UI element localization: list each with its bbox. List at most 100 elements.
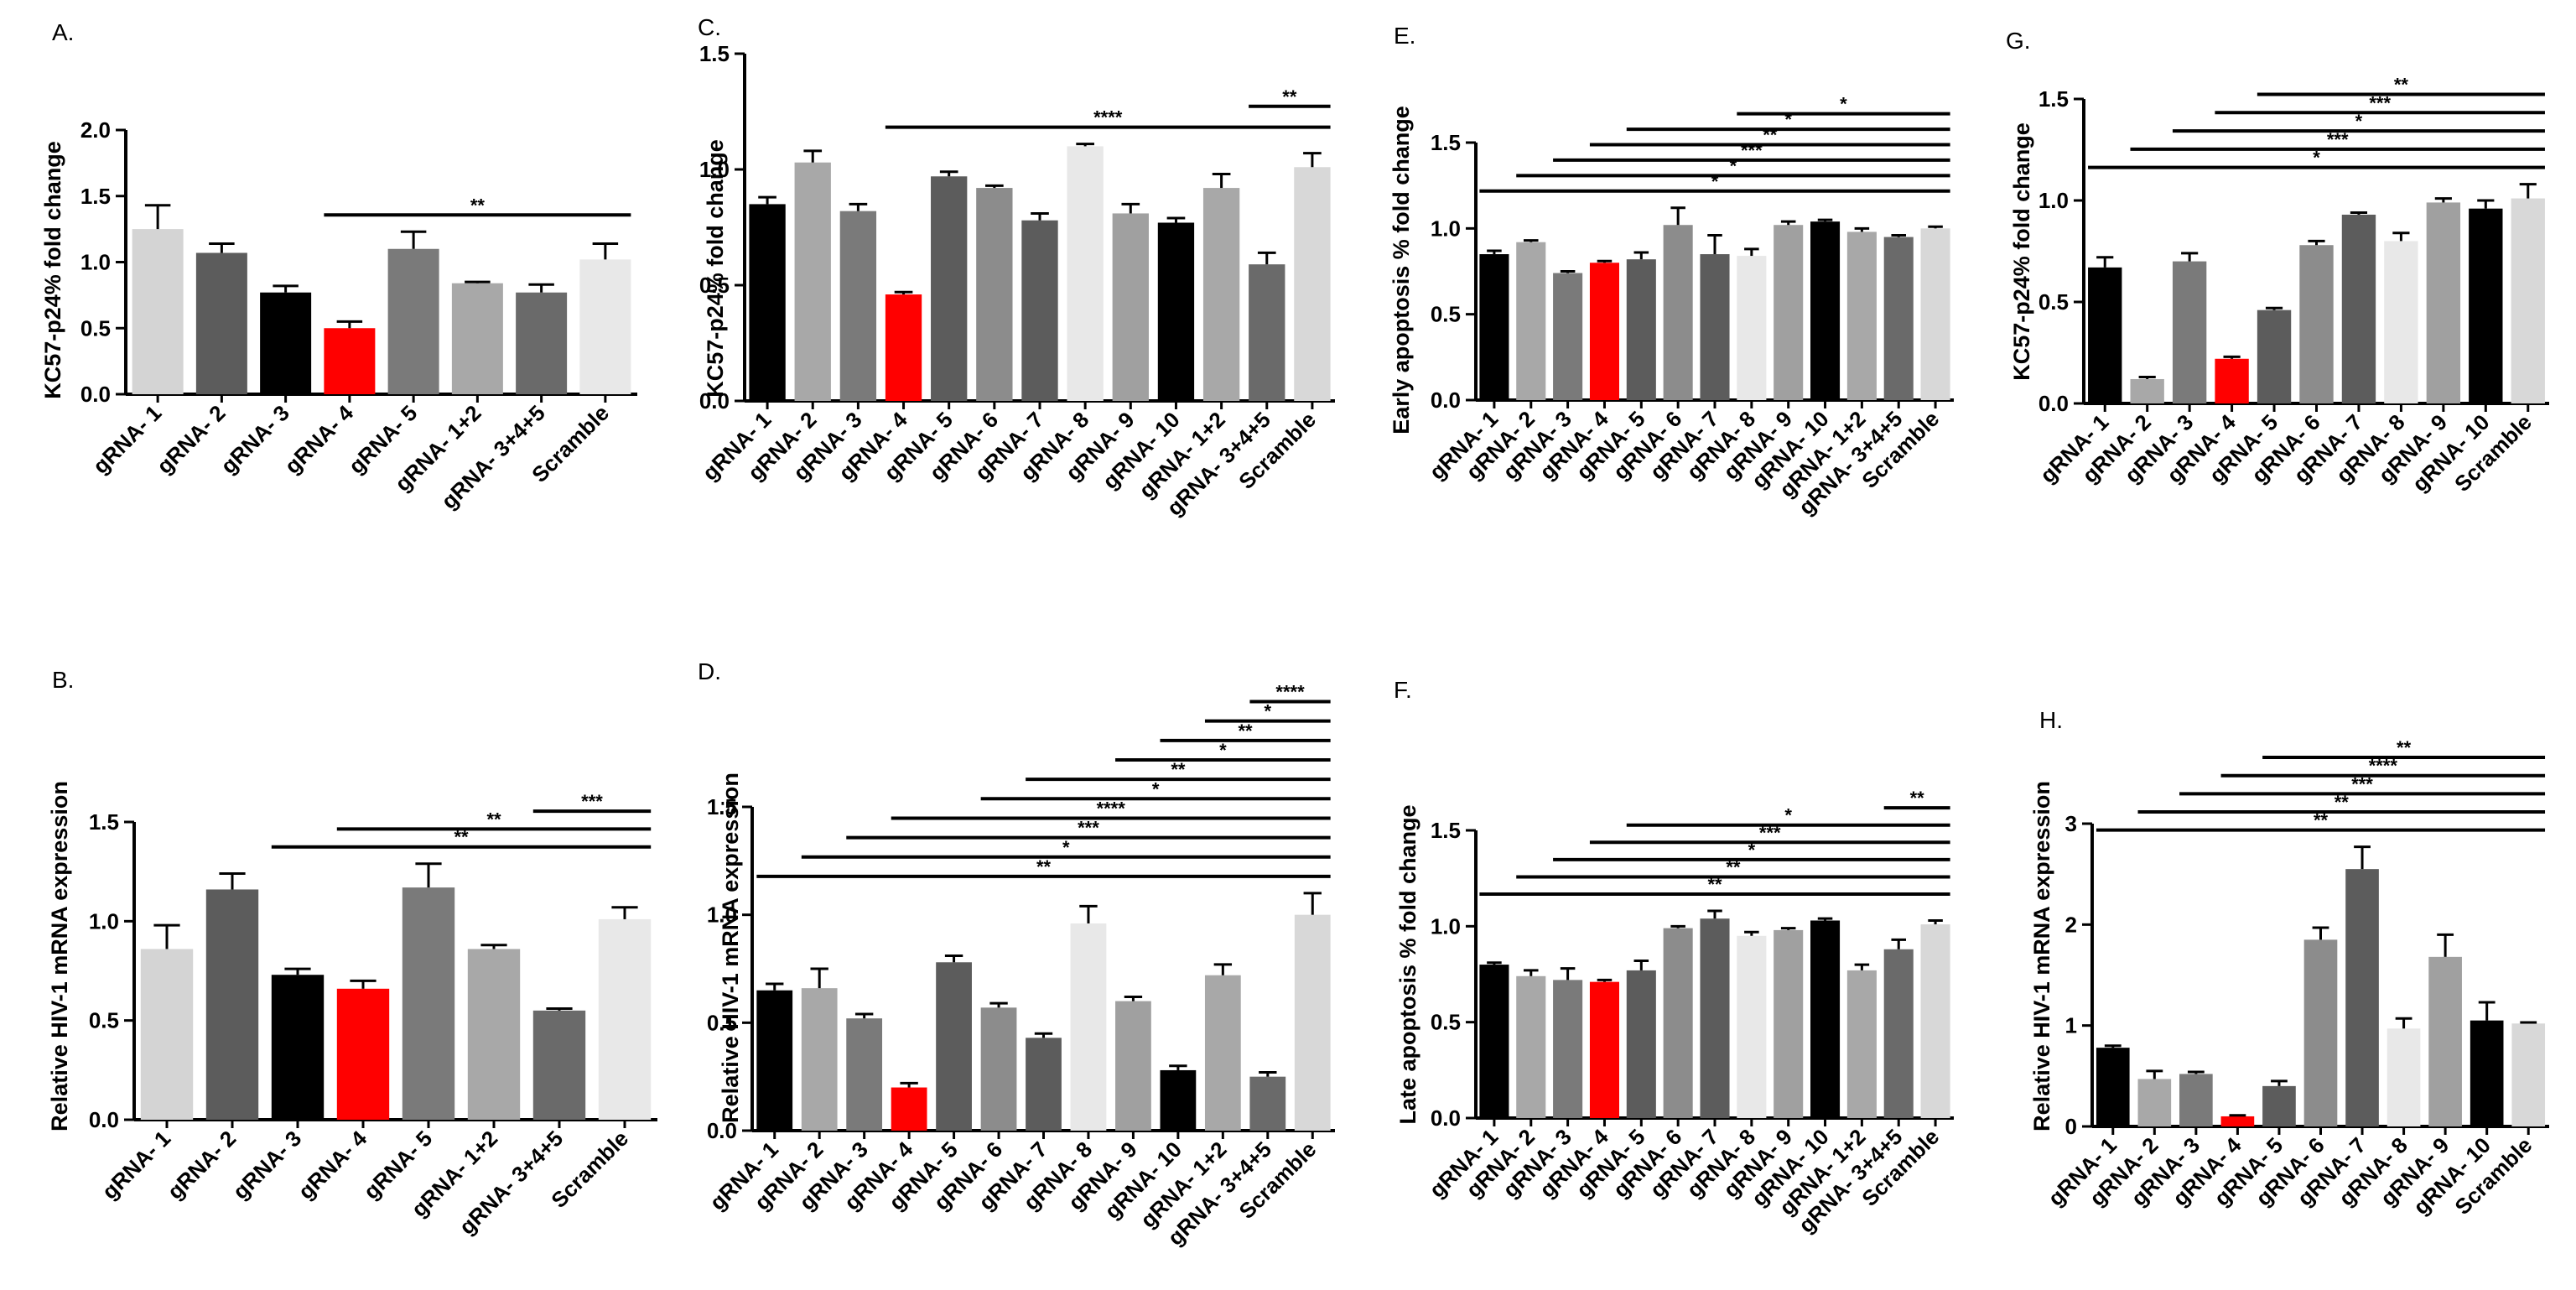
panel-6-bar — [1810, 920, 1841, 1118]
panel-6-y-axis-label: Late apoptosis % fold change — [1395, 804, 1420, 1124]
panel-2-bar — [532, 1010, 586, 1120]
panel-8-bar — [2137, 1079, 2172, 1126]
panel-5-y-tick-label: 1.0 — [1431, 216, 1461, 241]
panel-4-bar — [936, 962, 972, 1131]
panel-8-significance-label: ** — [2334, 792, 2350, 813]
panel-3-bar — [1202, 188, 1240, 401]
panel-4-significance-label: **** — [1097, 798, 1126, 819]
panel-6-bar — [1626, 970, 1656, 1118]
panel-7-y-tick-label: 0.0 — [2038, 391, 2069, 416]
panel-4-significance-label: *** — [1078, 818, 1099, 839]
panel-7-bar — [2511, 198, 2545, 403]
panel-7-y-tick-label: 1.0 — [2038, 188, 2069, 213]
panel-5-bar — [1700, 254, 1730, 400]
panel-4-label: D. — [698, 658, 721, 684]
panel-1-label: A. — [52, 19, 74, 45]
panel-6-significance-label: * — [1784, 805, 1792, 826]
panel-3-significance-label: **** — [1093, 107, 1123, 128]
panel-3-bar — [976, 188, 1013, 401]
panel-4-bar — [1026, 1038, 1062, 1131]
panel-2-y-tick-label: 0.0 — [89, 1107, 119, 1132]
panel-7-significance-label: ** — [2394, 75, 2409, 96]
panel-8-bar — [2179, 1074, 2213, 1126]
panel-7-significance-label: * — [2355, 111, 2363, 132]
panel-8-bar — [2096, 1048, 2130, 1126]
panel-3-y-tick-label: 1.0 — [699, 157, 730, 182]
panel-6-significance-label: ** — [1707, 874, 1722, 895]
panel-3-bar — [794, 162, 831, 401]
panel-7-bar — [2426, 202, 2461, 403]
panel-8-bar — [2511, 1023, 2546, 1126]
panel-2-y-tick-label: 1.5 — [89, 809, 119, 835]
panel-1-bar — [516, 292, 568, 394]
panel-1-y-tick-label: 0.5 — [80, 315, 111, 341]
panel-6-y-tick-label: 1.0 — [1431, 913, 1461, 939]
panel-7-label: G. — [2006, 28, 2031, 54]
panel-8-bar — [2470, 1020, 2504, 1126]
panel-5-bar — [1883, 237, 1914, 400]
panel-5-significance-label: * — [1784, 109, 1792, 130]
panel-6-bar — [1553, 980, 1583, 1118]
panel-6-bar — [1737, 935, 1767, 1118]
panel-2-x-tick-label: gRNA- 1 — [97, 1126, 176, 1204]
panel-8-y-tick-label: 3 — [2065, 811, 2077, 836]
panel-5-bar — [1663, 225, 1693, 400]
panel-4-bar — [980, 1007, 1017, 1131]
panel-4-bar — [801, 988, 838, 1131]
panel-3-y-axis-label: KC57-p24% fold change — [703, 139, 728, 398]
panel-5-y-axis-label: Early apoptosis % fold change — [1389, 106, 1414, 434]
panel-8-significance-label: ** — [2314, 810, 2329, 831]
panel-3-y-tick-label: 0.5 — [699, 273, 730, 298]
panel-5-y-tick-label: 0.0 — [1431, 388, 1461, 413]
panel-4-y-tick-label: 1.0 — [707, 902, 737, 928]
panel-1-significance-label: ** — [470, 195, 486, 216]
panel-4-bar — [1294, 914, 1331, 1131]
panel-7-bar — [2172, 261, 2207, 403]
panel-2-bar — [336, 988, 390, 1120]
panel-6-bar — [1516, 975, 1546, 1118]
panel-1-bar — [579, 259, 631, 394]
panel-8-label: H. — [2039, 707, 2063, 733]
panel-6-bar — [1883, 949, 1914, 1118]
panel-3-bar — [1067, 146, 1104, 401]
panel-6-significance-label: ** — [1910, 788, 1925, 809]
panel-8-bar — [2386, 1028, 2421, 1126]
panel-2-bar — [598, 918, 652, 1120]
panel-5-significance-label: * — [1730, 155, 1737, 176]
panel-8-y-axis-label: Relative HIV-1 mRNA expression — [2029, 781, 2054, 1131]
panel-4-y-tick-label: 0.5 — [707, 1010, 737, 1035]
panel-4-y-tick-label: 1.5 — [707, 794, 737, 819]
panel-1-bar — [387, 248, 439, 394]
panel-7-bar — [2384, 241, 2418, 403]
panel-3-significance-label: ** — [1282, 86, 1297, 107]
panel-4-y-tick-label: 0.0 — [707, 1118, 737, 1143]
panel-5-bar — [1553, 273, 1583, 400]
panel-1-x-tick-label: gRNA- 2 — [152, 400, 231, 479]
panel-4-bar — [1070, 923, 1107, 1131]
panel-3-bar — [1112, 213, 1149, 401]
panel-8-bar — [2428, 956, 2462, 1126]
panel-6-label: F. — [1394, 677, 1412, 703]
panel-2-y-tick-label: 0.5 — [89, 1008, 119, 1033]
panel-3-bar — [1157, 222, 1195, 401]
panel-1-bar — [451, 283, 503, 394]
panel-4-significance-label: ** — [1036, 856, 1052, 877]
panel-6-significance-label: * — [1748, 840, 1756, 861]
panel-5-bar — [1589, 263, 1619, 400]
panel-2-significance-label: ** — [454, 827, 469, 848]
panel-1-y-tick-label: 2.0 — [80, 117, 111, 143]
panel-1-bar — [132, 229, 184, 394]
panel-7-bar — [2299, 245, 2334, 403]
panel-4-bar — [891, 1087, 927, 1131]
panel-2-y-axis-label: Relative HIV-1 mRNA expression — [47, 781, 72, 1131]
panel-6-y-tick-label: 0.5 — [1431, 1010, 1461, 1035]
panel-1-bar — [324, 328, 376, 394]
panel-4-bar — [1115, 1001, 1151, 1131]
panel-2-bar — [467, 949, 521, 1120]
panel-7-bar — [2088, 267, 2122, 403]
panel-6-bar — [1920, 924, 1950, 1118]
panel-3-bar — [1021, 220, 1058, 401]
panel-6-bar — [1846, 970, 1877, 1118]
panel-7-bar — [2341, 214, 2376, 403]
panel-2-bar — [140, 949, 194, 1120]
